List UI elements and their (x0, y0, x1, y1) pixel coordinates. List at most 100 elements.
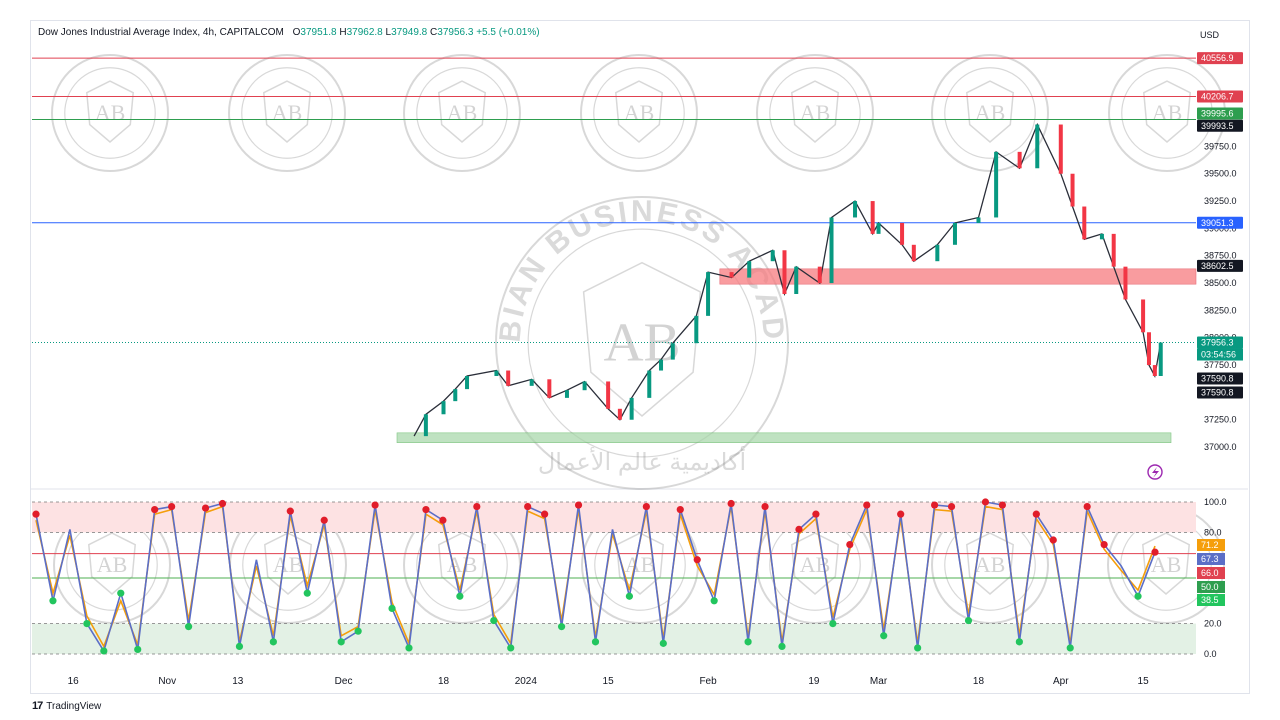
x-tick-label: 15 (603, 676, 615, 687)
osc-tag-text: 50.0 (1201, 582, 1219, 592)
x-tick-label: 19 (808, 676, 820, 687)
oversold-marker (354, 627, 362, 635)
osc-tag-0: 71.2 (1197, 539, 1225, 551)
currency-label[interactable]: USD (1200, 30, 1220, 40)
tag-37590-b: 37590.8 (1197, 386, 1243, 399)
osc-tag-3: 50.0 (1197, 581, 1225, 593)
x-tick-label: Mar (870, 676, 888, 687)
oversold-marker (1134, 592, 1142, 600)
shield-icon (86, 80, 134, 143)
candle (747, 261, 752, 278)
osc-tick-label: 0.0 (1204, 649, 1217, 659)
watermark-ring (931, 54, 1049, 172)
resistance-zone (719, 268, 1197, 285)
oversold-marker (914, 644, 922, 652)
overbought-marker (422, 506, 430, 514)
symbol-legend[interactable]: Dow Jones Industrial Average Index, 4h, … (38, 27, 540, 38)
watermark-monogram: AB (975, 552, 1006, 577)
overbought-marker (1100, 540, 1108, 549)
shield-icon (615, 80, 663, 143)
shield-icon (616, 532, 664, 595)
candle (729, 272, 734, 278)
candle (1099, 233, 1104, 240)
overbought-marker (947, 502, 956, 511)
oversold-marker (829, 620, 837, 628)
candle (606, 381, 611, 409)
footer-brand[interactable]: 17 TradingView (32, 700, 101, 712)
support-zone (396, 432, 1172, 443)
lightning-bolt-icon (1152, 467, 1159, 478)
oversold-marker (100, 647, 108, 655)
osc-tick-label: 20.0 (1204, 619, 1222, 629)
candle (817, 266, 822, 284)
watermark-stamp-2: AB (403, 54, 521, 172)
candle (976, 217, 981, 223)
oversold-marker (710, 597, 718, 605)
x-tick-label: 15 (1138, 676, 1150, 687)
symbol-title: Dow Jones Industrial Average Index, 4h, … (38, 27, 284, 38)
osc-tag-bg (1197, 581, 1225, 593)
tag-38602-bg (1197, 259, 1243, 272)
tag-39995: 39995.6 (1197, 107, 1243, 120)
candle (441, 401, 446, 415)
overbought-marker (541, 510, 549, 518)
candle (853, 201, 858, 218)
watermark-monogram: AB (272, 100, 303, 125)
overbought-marker (642, 502, 650, 511)
y-tick-label: 37250.0 (1204, 415, 1237, 425)
candle (1017, 151, 1022, 169)
tag-38602: 38602.5 (1197, 259, 1243, 272)
tag-40556: 40556.9 (1197, 52, 1243, 65)
tag-40206-bg (1197, 90, 1243, 103)
overbought-marker (32, 510, 40, 518)
open-value: 37951.8 (300, 27, 337, 38)
osc-tick-label: 100.0 (1204, 497, 1227, 507)
overbought-marker (1083, 502, 1091, 511)
watermark-monogram: AB (447, 100, 478, 125)
overbought-marker (693, 556, 701, 564)
osc-tag-2: 66.0 (1197, 567, 1225, 579)
shield-icon (966, 532, 1014, 595)
overbought-marker (473, 502, 481, 511)
watermark-monogram: AB (603, 313, 680, 374)
candle (1141, 299, 1146, 333)
candle (494, 370, 499, 376)
osc-tag-text: 67.3 (1201, 554, 1219, 564)
overbought-marker (439, 516, 447, 524)
watermark-stamp-1: AB (228, 54, 346, 172)
tag-40556-text: 40556.9 (1201, 53, 1234, 63)
oversold-marker (405, 644, 413, 652)
oversold-marker (507, 644, 515, 652)
oversold-marker (134, 645, 142, 654)
watermark-inner-ring (64, 67, 156, 159)
tag-37590-b-text: 37590.8 (1201, 387, 1234, 397)
overbought-marker (286, 507, 294, 515)
candle (876, 222, 881, 234)
oversold-marker (778, 642, 786, 651)
osc-tick-label: 80.0 (1204, 527, 1222, 537)
candle (465, 376, 470, 390)
watermark-monogram: AB (800, 100, 831, 125)
candle (529, 379, 534, 386)
x-tick-label: Dec (335, 676, 353, 687)
watermark-stamp-7: AB (53, 506, 171, 624)
oversold-marker (880, 632, 888, 640)
candle (659, 359, 664, 371)
watermark-inner-ring (769, 67, 861, 159)
candle (911, 244, 916, 262)
candle (782, 250, 787, 294)
overbought-marker (998, 501, 1007, 509)
osc-tag-bg (1197, 594, 1225, 606)
overbought-marker (151, 506, 159, 514)
x-tick-label: 2024 (515, 676, 538, 687)
tag-39993-text: 39993.5 (1201, 121, 1234, 131)
ohlc-readout: O37951.8 H37962.8 L37949.8 C37956.3 +5.5… (292, 27, 540, 38)
oversold-marker (269, 638, 277, 646)
osc-tag-bg (1197, 567, 1225, 579)
candle (1146, 332, 1151, 366)
candle (1123, 266, 1128, 300)
tag-39993-bg (1197, 119, 1243, 132)
oversold-marker (591, 638, 600, 646)
oversold-marker (184, 623, 193, 631)
